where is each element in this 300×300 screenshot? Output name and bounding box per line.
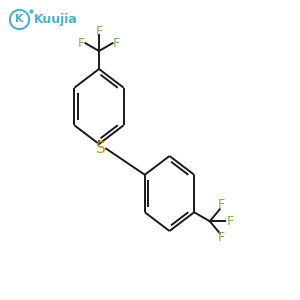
Text: F: F	[226, 215, 233, 228]
Text: F: F	[218, 198, 225, 211]
Text: F: F	[78, 37, 85, 50]
Text: S: S	[96, 141, 105, 156]
Text: K: K	[15, 14, 24, 25]
Text: F: F	[95, 25, 103, 38]
Text: F: F	[218, 231, 225, 244]
Text: F: F	[113, 37, 120, 50]
Text: Kuujia: Kuujia	[34, 13, 77, 26]
